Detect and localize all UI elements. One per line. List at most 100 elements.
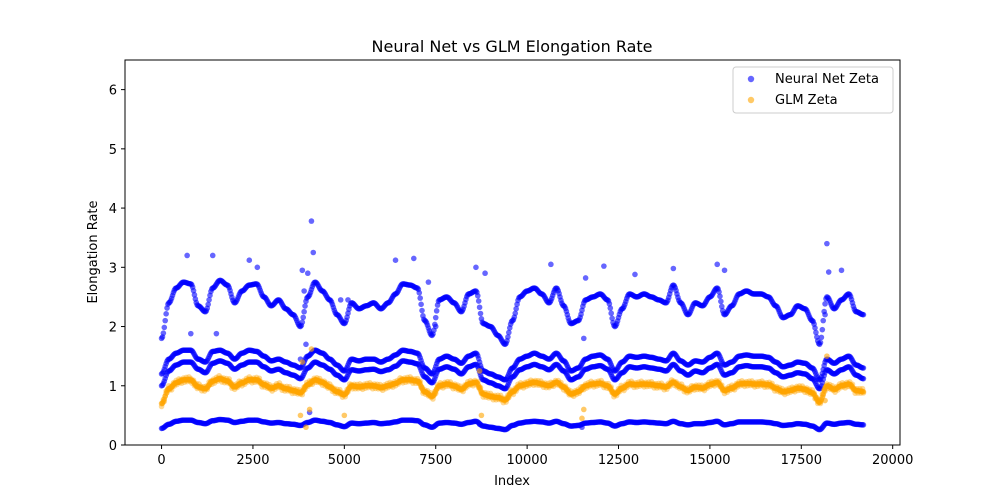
neural-net-point: [824, 240, 830, 247]
neural-net-point: [304, 270, 311, 277]
neural-net-point: [817, 339, 824, 346]
legend-marker-neural-net: [747, 75, 755, 83]
x-tick-label: 17500: [781, 453, 822, 468]
y-tick-label: 0: [109, 439, 117, 454]
legend-label-neural-net: Neural Net Zeta: [775, 72, 879, 87]
glm-point: [303, 424, 309, 431]
neural-net-point: [303, 341, 309, 348]
neural-net-point: [718, 303, 725, 310]
neural-net-point: [411, 255, 417, 262]
neural-net-point: [608, 310, 614, 317]
neural-net-point: [337, 297, 344, 303]
x-tick-label: 2500: [236, 453, 269, 468]
neural-net-point: [432, 323, 439, 330]
glm-point: [477, 384, 484, 391]
glm-point: [299, 359, 306, 365]
neural-net-point: [160, 330, 167, 336]
glm-point: [297, 412, 304, 419]
neural-net-point: [213, 330, 220, 337]
x-tick-label: 7500: [419, 453, 452, 468]
x-tick-label: 10000: [506, 453, 547, 468]
glm-point: [478, 412, 485, 419]
neural-net-point: [417, 295, 423, 301]
neural-net-point: [580, 335, 587, 342]
neural-net-point: [717, 293, 723, 300]
neural-net-point: [161, 324, 168, 331]
neural-net-point: [838, 267, 845, 274]
y-tick-label: 2: [109, 321, 117, 336]
neural-net-point: [300, 314, 307, 321]
y-tick-label: 3: [109, 261, 117, 276]
neural-net-point: [822, 301, 828, 307]
neural-net-point: [302, 303, 308, 309]
glm-point: [476, 368, 483, 374]
neural-net-point: [475, 298, 482, 304]
neural-net-point: [419, 307, 425, 314]
neural-net-point: [425, 279, 432, 285]
glm-point: [306, 406, 313, 413]
neural-net-point: [188, 330, 194, 337]
chart-title: Neural Net vs GLM Elongation Rate: [372, 37, 653, 56]
neural-net-point: [721, 267, 728, 274]
neural-net-point: [607, 305, 614, 311]
glm-point: [308, 346, 315, 352]
neural-net-point: [184, 252, 190, 259]
neural-net-point: [819, 326, 826, 333]
neural-net-point: [582, 275, 589, 281]
neural-net-point: [714, 261, 721, 268]
neural-net-point: [609, 315, 615, 322]
neural-net-point: [301, 308, 307, 315]
neural-net-point: [433, 308, 440, 314]
neural-net-point: [418, 301, 424, 308]
neural-net-point: [579, 424, 585, 431]
x-axis-title: Index: [494, 474, 530, 489]
neural-net-point: [209, 252, 216, 259]
neural-net-point: [246, 257, 253, 264]
glm-point: [580, 406, 587, 413]
neural-net-point: [308, 218, 315, 224]
neural-net-point: [205, 301, 211, 308]
y-tick-label: 4: [109, 202, 117, 217]
neural-net-point: [432, 314, 439, 321]
y-tick-label: 5: [109, 143, 117, 158]
neural-net-point: [820, 317, 827, 324]
neural-net-point: [162, 317, 169, 324]
legend-label-glm: GLM Zeta: [775, 93, 838, 108]
neural-net-point: [506, 329, 512, 336]
neural-net-point: [416, 290, 423, 296]
neural-net-point: [477, 310, 484, 317]
y-axis-title: Elongation Rate: [86, 200, 101, 303]
neural-net-point: [310, 249, 317, 256]
neural-net-point: [301, 288, 307, 294]
points-layer: [158, 218, 867, 433]
neural-net-point: [860, 365, 867, 371]
neural-net-point: [860, 422, 867, 428]
glm-point: [824, 353, 830, 359]
legend-marker-glm: [747, 96, 755, 104]
glm-point: [860, 390, 867, 396]
neural-net-point: [392, 257, 399, 264]
neural-net-point: [822, 311, 828, 318]
neural-net-point: [190, 287, 197, 294]
y-tick-label: 6: [109, 84, 117, 99]
neural-net-point: [191, 292, 198, 298]
neural-net-point: [825, 269, 832, 275]
neural-net-point: [474, 292, 481, 299]
neural-net-point: [512, 310, 519, 317]
glm-point: [579, 415, 585, 422]
x-tick-label: 20000: [872, 453, 913, 468]
neural-net-point: [482, 270, 488, 277]
neural-net-point: [476, 304, 483, 311]
neural-net-point: [548, 261, 554, 268]
y-tick-label: 1: [109, 380, 117, 395]
x-tick-label: 15000: [689, 453, 730, 468]
neural-net-point: [345, 297, 351, 303]
neural-net-point: [163, 311, 169, 317]
neural-net-point: [716, 289, 722, 295]
legend: Neural Net Zeta GLM Zeta: [732, 66, 894, 114]
neural-net-point: [299, 267, 306, 274]
neural-net-point: [476, 421, 483, 428]
glm-point: [341, 412, 348, 419]
neural-net-point: [473, 264, 479, 271]
neural-net-point: [632, 271, 638, 278]
